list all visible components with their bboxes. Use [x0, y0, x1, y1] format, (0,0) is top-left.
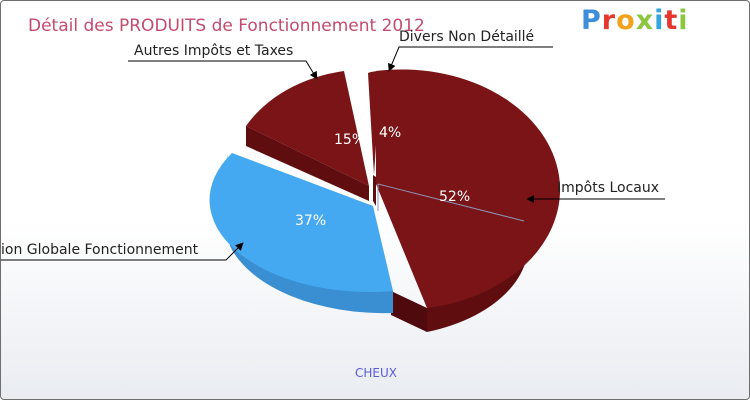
pct-label-dotation: 37%: [295, 213, 326, 229]
logo-letter: o: [616, 5, 636, 36]
logo-letter: i: [678, 5, 689, 36]
callout-label-impots-locaux: Impôts Locaux: [557, 180, 659, 196]
pct-label-impots-locaux: 52%: [439, 189, 470, 205]
pct-label-autres-impots: 15%: [334, 132, 365, 148]
pie-slice-autres-impots[interactable]: [246, 71, 369, 201]
chart-title: Détail des PRODUITS de Fonctionnement 20…: [28, 16, 425, 36]
logo-letter: r: [601, 5, 617, 36]
logo-letter: t: [664, 5, 679, 36]
callout-line-dotation: [1, 242, 244, 261]
logo-letter: x: [635, 5, 655, 36]
pie-slice-impots-locaux[interactable]: [376, 69, 561, 332]
pie-slice-divers[interactable]: [368, 71, 381, 206]
callout-line-divers: [388, 46, 553, 72]
callout-label-divers: Divers Non Détaillé: [399, 29, 534, 45]
pie-slice-dotation-globale[interactable]: [209, 151, 393, 314]
callout-label-dotation: ion Globale Fonctionnement: [1, 242, 199, 258]
slice-leader-line: [377, 183, 525, 222]
logo-letter: P: [581, 5, 602, 36]
callout-label-autres-impots: Autres Impôts et Taxes: [134, 43, 293, 59]
proxiti-logo[interactable]: Proxiti: [581, 5, 689, 36]
commune-name: CHEUX: [355, 366, 397, 380]
logo-letter: i: [654, 5, 665, 36]
pct-label-divers: 4%: [379, 125, 401, 141]
callout-line-autres-impots: [128, 60, 318, 80]
